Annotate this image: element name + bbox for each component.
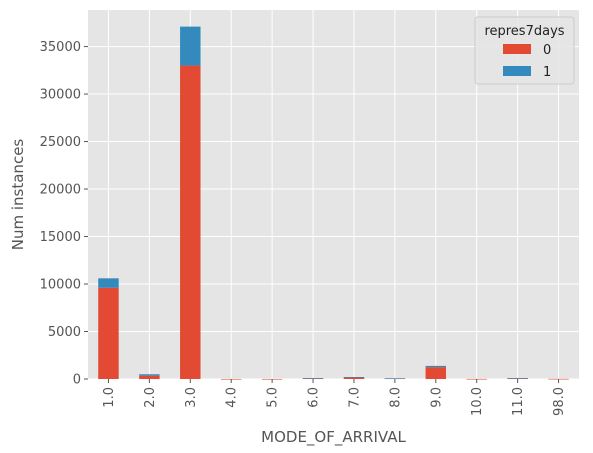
bar-series-0-7.0 <box>343 377 365 379</box>
legend-swatch-1 <box>503 66 531 76</box>
x-tick-label: 3.0 <box>184 387 199 408</box>
y-tick-label: 15000 <box>40 230 81 245</box>
bars <box>98 26 569 380</box>
x-tick-label: 4.0 <box>225 387 240 408</box>
y-tick-label: 5000 <box>48 325 81 340</box>
bar-series-1-2.0 <box>139 374 160 376</box>
x-axis-ticks: 1.0 2.0 3.0 4.0 5.0 6.0 7.0 8.0 9.0 10.0 11.0 98.0 <box>102 379 567 416</box>
x-tick-label: 8.0 <box>388 387 403 408</box>
x-tick-label: 10.0 <box>470 387 485 416</box>
legend: repres7days 0 1 <box>474 16 575 85</box>
bar-series-0-1.0 <box>98 287 119 379</box>
x-tick-label: 98.0 <box>552 387 567 416</box>
x-tick-label: 1.0 <box>102 387 117 408</box>
legend-swatch-0 <box>503 44 531 54</box>
y-tick-label: 20000 <box>40 183 81 198</box>
x-axis-label: MODE_OF_ARRIVAL <box>261 428 406 447</box>
bar-series-1-7.0 <box>343 377 365 378</box>
bar-series-1-1.0 <box>98 278 119 288</box>
x-tick-label: 2.0 <box>143 387 158 408</box>
bar-series-1-3.0 <box>180 26 201 66</box>
y-tick-label: 10000 <box>40 278 81 293</box>
bar-series-1-9.0 <box>425 365 447 368</box>
bar-series-1-8.0 <box>384 378 406 379</box>
x-tick-label: 5.0 <box>266 387 281 408</box>
x-tick-label: 7.0 <box>347 387 362 408</box>
y-axis-label: Num instances <box>9 139 27 251</box>
y-tick-label: 35000 <box>40 40 81 55</box>
x-tick-label: 9.0 <box>429 387 444 408</box>
y-tick-label: 30000 <box>40 88 81 103</box>
x-tick-label: 6.0 <box>307 387 322 408</box>
x-tick-label: 11.0 <box>511 387 526 416</box>
y-tick-label: 0 <box>73 373 81 388</box>
bar-series-1-11.0 <box>507 378 528 379</box>
y-tick-label: 25000 <box>40 135 81 150</box>
bar-series-0-3.0 <box>180 65 201 379</box>
legend-label-1: 1 <box>543 65 551 80</box>
y-axis-ticks: 0 5000 10000 15000 20000 25000 30000 35000 <box>40 40 88 388</box>
legend-title: repres7days <box>484 24 564 39</box>
bar-series-1-6.0 <box>302 378 324 379</box>
legend-label-0: 0 <box>543 43 551 58</box>
bar-series-0-2.0 <box>139 375 160 379</box>
bar-series-0-9.0 <box>425 367 447 379</box>
